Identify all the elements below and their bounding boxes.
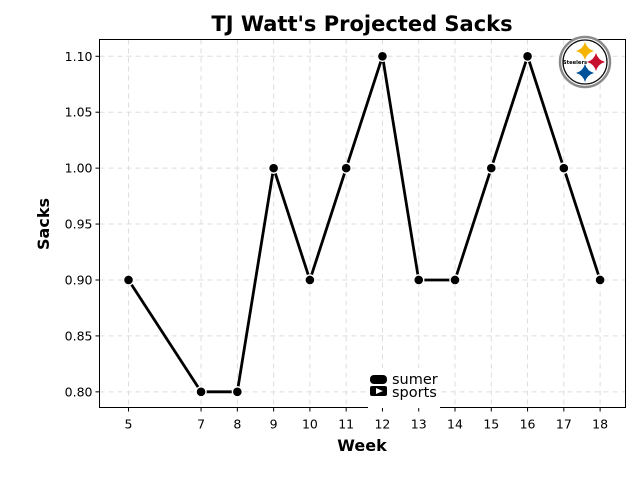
- y-tick-label: 0.90: [65, 272, 93, 287]
- data-point: [122, 274, 135, 286]
- chart-title: TJ Watt's Projected Sacks: [211, 12, 512, 36]
- data-point: [594, 274, 606, 286]
- series-sacks: [122, 50, 606, 398]
- data-point: [340, 162, 352, 174]
- data-point: [521, 50, 534, 62]
- hypocycloid-red-icon: [587, 53, 605, 71]
- y-tick-label: 0.80: [65, 384, 93, 399]
- x-tick-label: 14: [447, 417, 463, 432]
- data-point: [267, 162, 280, 174]
- data-point: [195, 386, 207, 398]
- data-point: [449, 274, 461, 286]
- x-tick-label: 15: [483, 417, 499, 432]
- steelers-logo: Steelers: [558, 35, 612, 89]
- y-tick-label: 1.00: [65, 161, 93, 176]
- x-tick-label: 10: [302, 417, 318, 432]
- plot-frame: [99, 39, 626, 408]
- data-point: [413, 274, 425, 286]
- logo-wordmark: Steelers: [563, 60, 587, 66]
- y-tick-label: 0.95: [65, 217, 93, 232]
- x-tick-label: 9: [270, 417, 278, 432]
- x-tick-label: 5: [125, 417, 133, 432]
- sumer-sports-watermark: sumer sports: [368, 368, 440, 408]
- x-tick-label: 11: [338, 417, 354, 432]
- hypocycloid-yellow-icon: [576, 42, 594, 60]
- x-tick-label: 13: [411, 417, 427, 432]
- hypocycloid-blue-icon: [576, 64, 594, 82]
- grid: [99, 39, 626, 408]
- y-axis: 0.80 0.85 0.90 0.95 1.00 1.05 1.10: [65, 49, 100, 399]
- data-point: [231, 386, 244, 398]
- data-point: [304, 274, 316, 286]
- data-point: [485, 162, 497, 174]
- y-tick-label: 1.05: [65, 105, 93, 120]
- x-tick-label: 18: [592, 417, 608, 432]
- data-point: [376, 50, 389, 62]
- x-tick-label: 17: [556, 417, 572, 432]
- x-tick-label: 8: [233, 417, 241, 432]
- x-tick-label: 7: [197, 417, 205, 432]
- x-axis: 5 7 8 9 10 11 12 13 14 15 16 17 18: [125, 407, 608, 432]
- x-axis-label: Week: [337, 436, 387, 455]
- y-tick-label: 1.10: [65, 49, 93, 64]
- watermark-line1: sumer: [392, 372, 438, 388]
- sumer-sports-icon: [370, 375, 387, 396]
- y-axis-label: Sacks: [34, 198, 53, 250]
- data-point: [558, 162, 570, 174]
- x-tick-label: 16: [520, 417, 536, 432]
- x-tick-label: 12: [374, 417, 390, 432]
- y-tick-label: 0.85: [65, 328, 93, 343]
- watermark-line2: sports: [392, 385, 437, 401]
